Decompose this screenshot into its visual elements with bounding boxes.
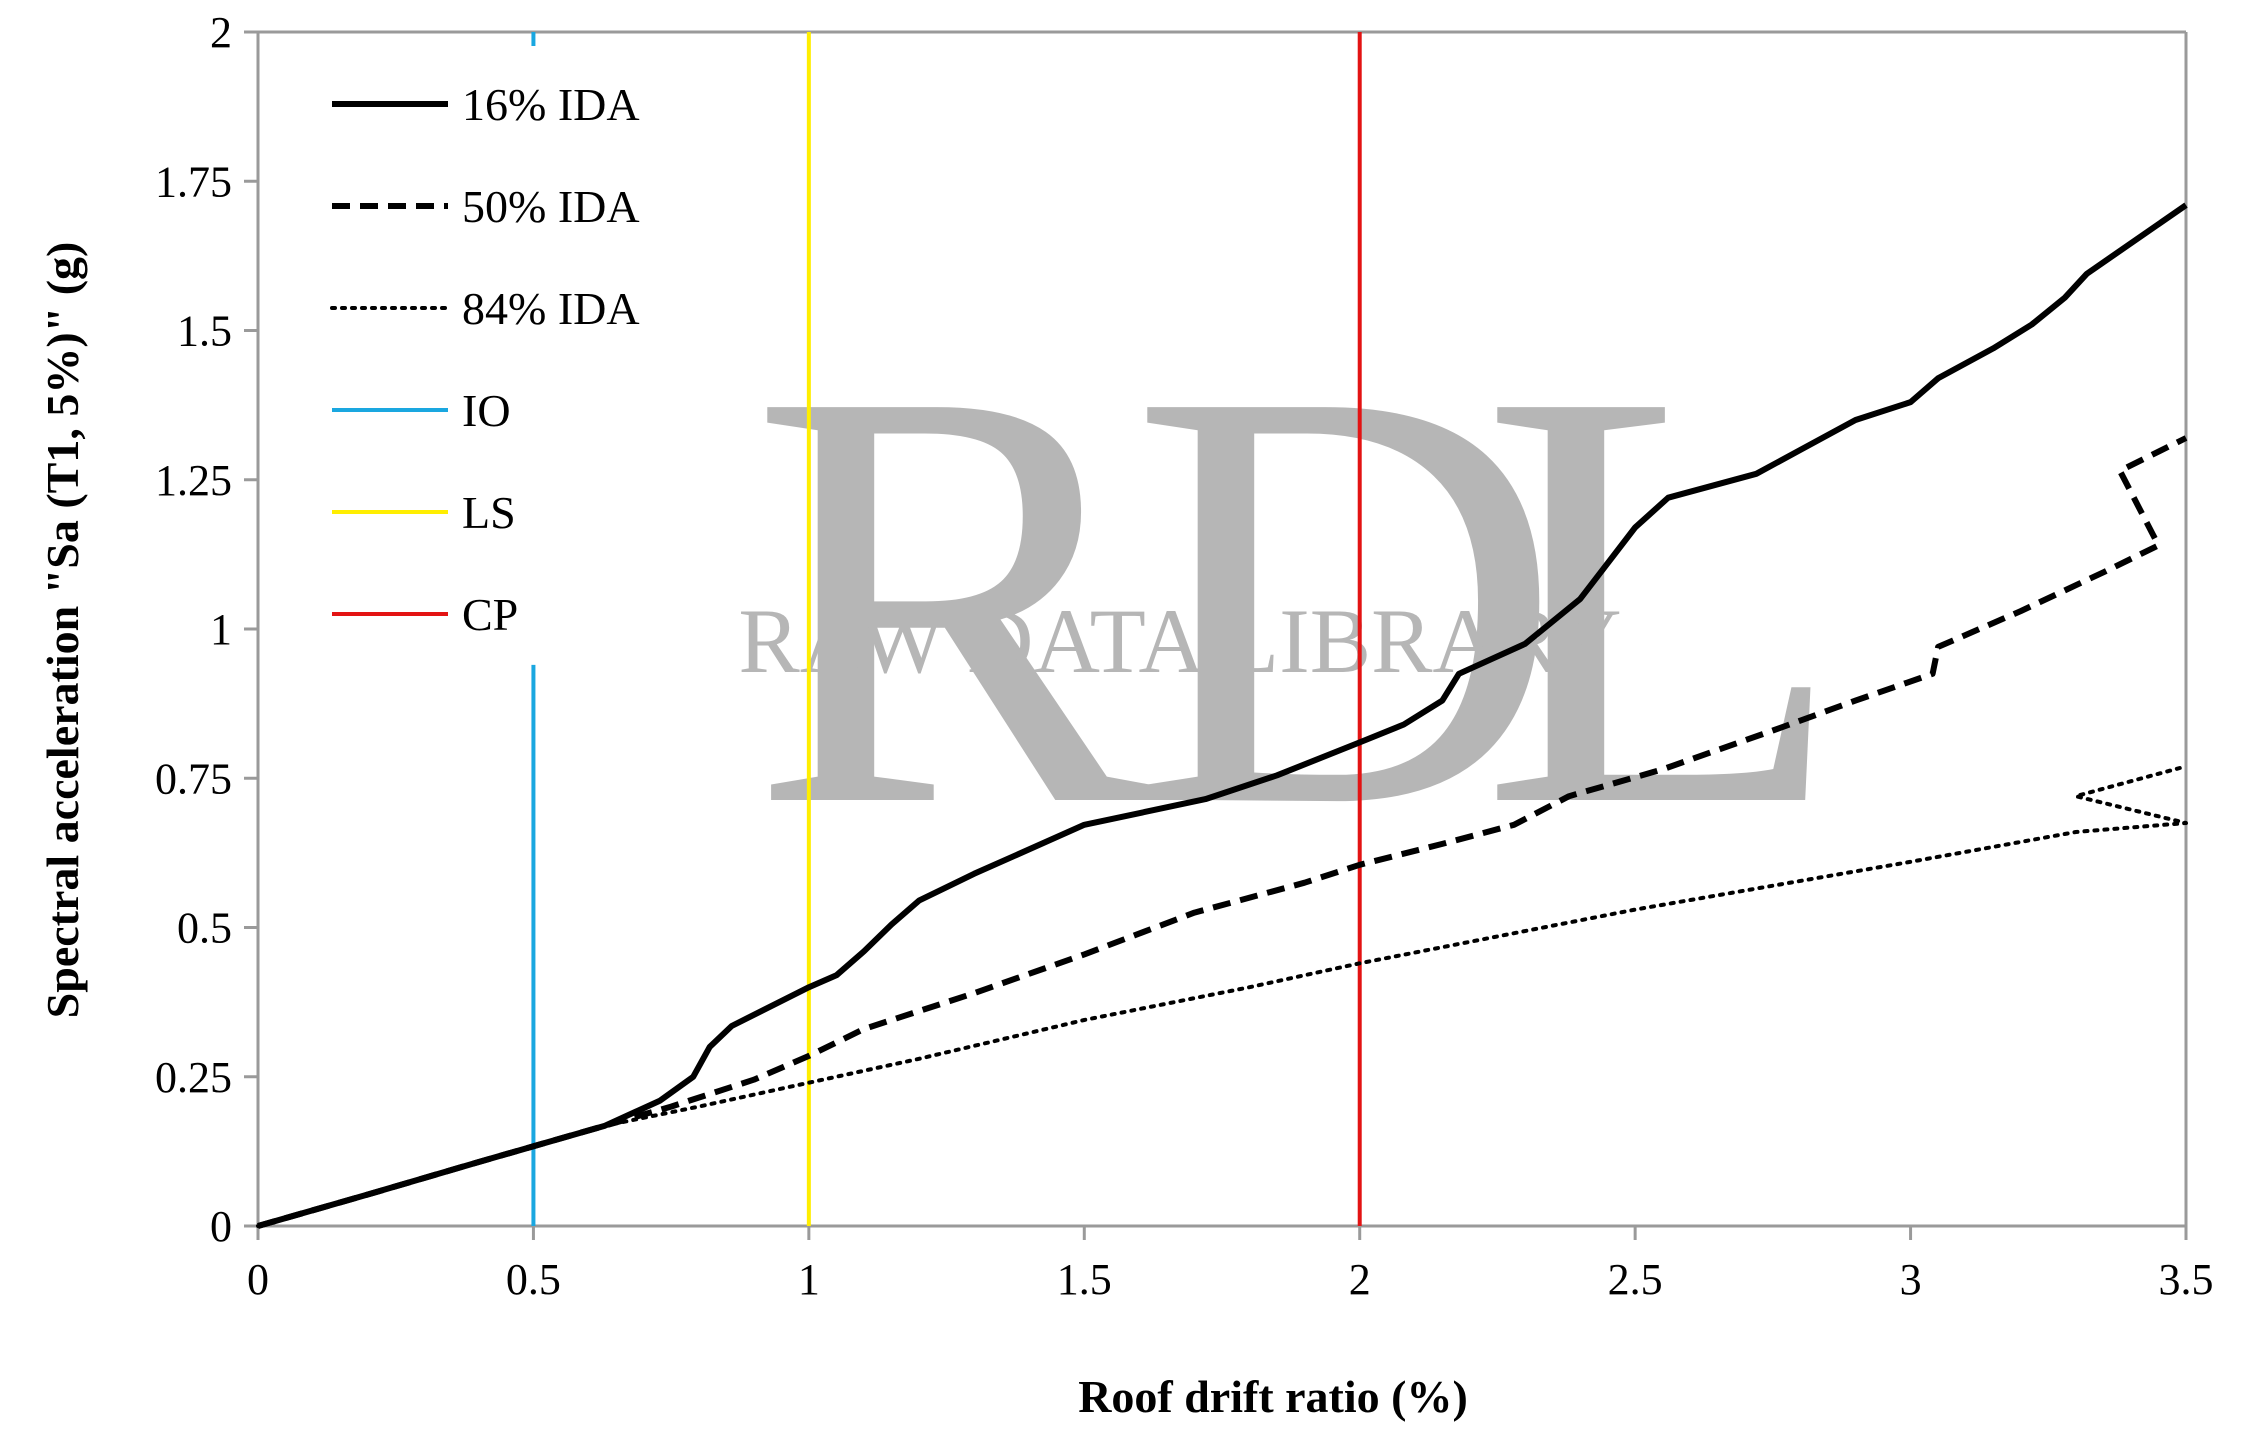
axis-ticks: 0 0.5 1 1.5 2 2.5 3 3.5 0 0.25 0.5 0.75 1 1.25 1.5 1.75…	[155, 8, 2214, 1304]
y-tick-label: 2	[210, 8, 232, 57]
plot-area	[256, 30, 2188, 1228]
legend-label-84-ida: 84% IDA	[462, 283, 640, 334]
legend-label-50-ida: 50% IDA	[462, 181, 640, 232]
y-tick-label: 1.25	[155, 456, 232, 505]
legend-label-16-ida: 16% IDA	[462, 79, 640, 130]
x-tick-label: 3.5	[2159, 1255, 2214, 1304]
watermark: R D L RAW DATA LIBRARY	[738, 265, 1846, 930]
series-16-ida	[257, 202, 2188, 1229]
x-tick-label: 0.5	[506, 1255, 561, 1304]
limit-state-lines	[531, 32, 1362, 1226]
legend-label-io: IO	[462, 385, 511, 436]
x-tick-label: 2.5	[1608, 1255, 1663, 1304]
watermark-letter-d: D	[1130, 265, 1563, 930]
y-axis-title: Spectral acceleration "Sa (T1, 5%)" (g)	[37, 242, 88, 1019]
x-tick-label: 0	[247, 1255, 269, 1304]
y-tick-label: 0.25	[155, 1053, 232, 1102]
y-tick-label: 0	[210, 1202, 232, 1251]
ida-curves	[256, 202, 2188, 1229]
x-tick-label: 1	[798, 1255, 820, 1304]
y-tick-label: 0.5	[177, 904, 232, 953]
watermark-letter-l: L	[1480, 265, 1847, 930]
watermark-text: RAW DATA LIBRARY	[738, 590, 1621, 692]
x-tick-label: 3	[1900, 1255, 1922, 1304]
legend-label-ls: LS	[462, 487, 516, 538]
x-tick-label: 2	[1349, 1255, 1371, 1304]
x-tick-label: 1.5	[1057, 1255, 1112, 1304]
y-tick-label: 0.75	[155, 754, 232, 803]
y-tick-label: 1	[210, 605, 232, 654]
y-tick-label: 1.75	[155, 157, 232, 206]
watermark-letter-r: R	[750, 265, 1153, 930]
legend: 16% IDA 50% IDA 84% IDA IO LS CP	[300, 50, 720, 650]
legend-label-cp: CP	[462, 589, 518, 640]
x-axis-title: Roof drift ratio (%)	[1078, 1371, 1468, 1422]
y-tick-label: 1.5	[177, 307, 232, 356]
legend-background	[300, 50, 720, 650]
